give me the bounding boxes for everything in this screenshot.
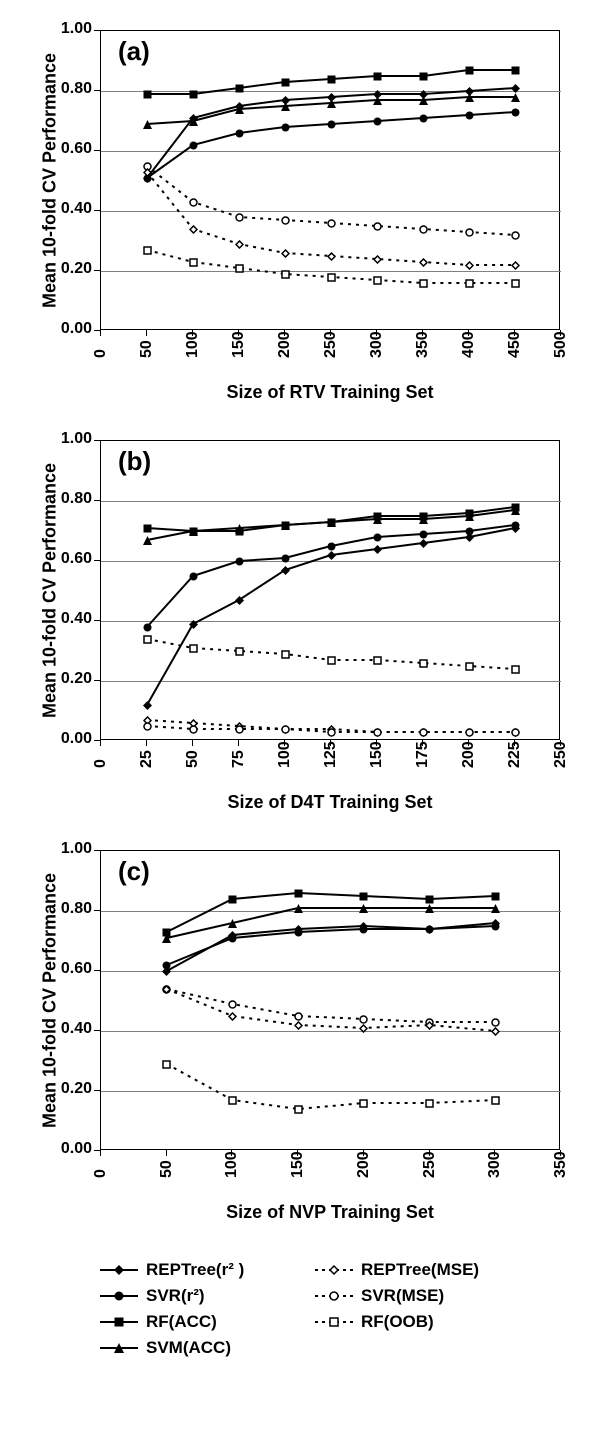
panel-label: (b) — [118, 446, 151, 477]
ytick-label: 0.20 — [61, 1080, 92, 1098]
ytick-label: 1.00 — [61, 840, 92, 858]
panel-label: (c) — [118, 856, 150, 887]
xtick-label: 150 — [289, 1151, 307, 1178]
xtick-label: 500 — [552, 331, 570, 358]
legend-label: REPTree(MSE) — [361, 1260, 479, 1280]
xtick-label: 350 — [414, 331, 432, 358]
xtick-label: 250 — [421, 1151, 439, 1178]
ytick-label: 0.00 — [61, 1140, 92, 1158]
ytick-label: 1.00 — [61, 430, 92, 448]
legend-item: SVR(r²) — [100, 1286, 285, 1306]
xtick-label: 450 — [506, 331, 524, 358]
chart-c: 0.00 0.20 0.40 0.60 0.80 1.00 0 50 100 150 200 250 3… — [20, 840, 580, 1240]
ytick-label: 0.80 — [61, 490, 92, 508]
legend: REPTree(r² ) REPTree(MSE) SVR(r²) SVR(MSE) R… — [20, 1260, 580, 1358]
legend-item: REPTree(r² ) — [100, 1260, 285, 1280]
xtick-label: 0 — [92, 759, 110, 768]
y-axis-label: Mean 10-fold CV Performance — [40, 41, 61, 321]
legend-item: SVM(ACC) — [100, 1338, 285, 1358]
xtick-label: 100 — [184, 331, 202, 358]
xtick-label: 50 — [138, 340, 156, 358]
chart-b: 0.00 0.20 0.40 0.60 0.80 1.00 0 25 50 75 100 125 150… — [20, 430, 580, 830]
ytick-label: 0.60 — [61, 550, 92, 568]
xtick-label: 350 — [552, 1151, 570, 1178]
legend-label: RF(OOB) — [361, 1312, 434, 1332]
xtick-label: 0 — [92, 349, 110, 358]
plot-area — [100, 440, 560, 740]
x-axis-label: Size of RTV Training Set — [100, 382, 560, 403]
legend-item: RF(OOB) — [315, 1312, 500, 1332]
xtick-label: 300 — [368, 331, 386, 358]
legend-label: SVR(r²) — [146, 1286, 205, 1306]
ytick-label: 0.40 — [61, 200, 92, 218]
ytick-label: 0.20 — [61, 260, 92, 278]
x-axis-label: Size of NVP Training Set — [100, 1202, 560, 1223]
plot-area — [100, 850, 560, 1150]
xtick-label: 100 — [223, 1151, 241, 1178]
xtick-label: 300 — [486, 1151, 504, 1178]
x-axis-label: Size of D4T Training Set — [100, 792, 560, 813]
plot-area — [100, 30, 560, 330]
legend-label: SVR(MSE) — [361, 1286, 444, 1306]
xtick-label: 75 — [230, 750, 248, 768]
legend-item: SVR(MSE) — [315, 1286, 500, 1306]
y-axis-label: Mean 10-fold CV Performance — [40, 451, 61, 731]
legend-label: RF(ACC) — [146, 1312, 217, 1332]
legend-item: REPTree(MSE) — [315, 1260, 500, 1280]
xtick-label: 150 — [368, 741, 386, 768]
ytick-label: 1.00 — [61, 20, 92, 38]
ytick-label: 0.00 — [61, 320, 92, 338]
ytick-label: 0.80 — [61, 80, 92, 98]
xtick-label: 175 — [414, 741, 432, 768]
xtick-label: 250 — [322, 331, 340, 358]
xtick-label: 0 — [92, 1169, 110, 1178]
xtick-label: 250 — [552, 741, 570, 768]
xtick-label: 225 — [506, 741, 524, 768]
chart-a: 0.00 0.20 0.40 0.60 0.80 1.00 0 50 100 150 200 250 3… — [20, 20, 580, 420]
ytick-label: 0.40 — [61, 610, 92, 628]
xtick-label: 200 — [276, 331, 294, 358]
xtick-label: 125 — [322, 741, 340, 768]
xtick-label: 200 — [355, 1151, 373, 1178]
ytick-label: 0.40 — [61, 1020, 92, 1038]
ytick-label: 0.00 — [61, 730, 92, 748]
xtick-label: 25 — [138, 750, 156, 768]
ytick-label: 0.60 — [61, 960, 92, 978]
y-axis-label: Mean 10-fold CV Performance — [40, 861, 61, 1141]
xtick-label: 100 — [276, 741, 294, 768]
ytick-label: 0.80 — [61, 900, 92, 918]
xtick-label: 50 — [158, 1160, 176, 1178]
legend-label: SVM(ACC) — [146, 1338, 231, 1358]
ytick-label: 0.20 — [61, 670, 92, 688]
xtick-label: 50 — [184, 750, 202, 768]
legend-label: REPTree(r² ) — [146, 1260, 244, 1280]
ytick-label: 0.60 — [61, 140, 92, 158]
panel-label: (a) — [118, 36, 150, 67]
xtick-label: 150 — [230, 331, 248, 358]
legend-item: RF(ACC) — [100, 1312, 285, 1332]
xtick-label: 400 — [460, 331, 478, 358]
figure-container: 0.000.200.400.600.801.000501001502002503… — [0, 0, 600, 1378]
xtick-label: 200 — [460, 741, 478, 768]
